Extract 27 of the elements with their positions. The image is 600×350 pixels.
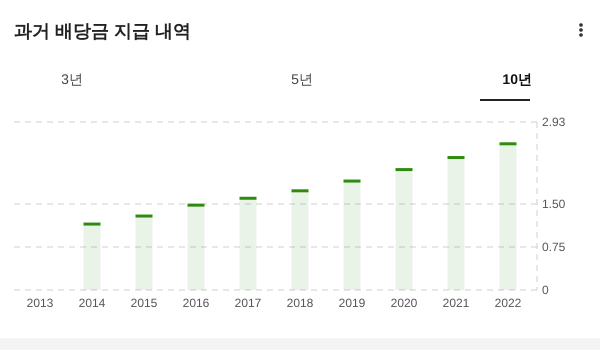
x-tick-label: 2021	[442, 296, 470, 310]
chart-title: 과거 배당금 지급 내역	[14, 21, 192, 41]
bar	[396, 170, 412, 290]
x-tick-label: 2014	[78, 296, 106, 310]
text: 5년	[291, 71, 313, 87]
x-tick-label: 2016	[182, 296, 210, 310]
bar	[84, 224, 100, 290]
x-tick-label: 2019	[338, 296, 366, 310]
bar	[292, 190, 308, 290]
bar	[448, 158, 464, 290]
text: 3년	[61, 71, 83, 87]
y-tick-label: 0.75	[542, 240, 566, 254]
text: 10년	[502, 71, 532, 87]
x-tick-label: 2013	[26, 296, 54, 310]
bar	[240, 198, 256, 290]
bar	[136, 216, 152, 290]
y-tick-label: 1.50	[542, 196, 566, 211]
x-tick-label: 2015	[130, 296, 158, 310]
y-tick-label: 2.93	[542, 115, 566, 129]
x-tick-label: 2020	[390, 296, 418, 310]
bar	[500, 144, 516, 290]
bar	[188, 205, 204, 290]
y-tick-label: 0	[542, 283, 549, 297]
x-tick-label: 2017	[234, 296, 262, 310]
x-tick-label: 2018	[286, 296, 314, 310]
bar	[344, 181, 360, 290]
x-tick-label: 2022	[494, 296, 522, 310]
